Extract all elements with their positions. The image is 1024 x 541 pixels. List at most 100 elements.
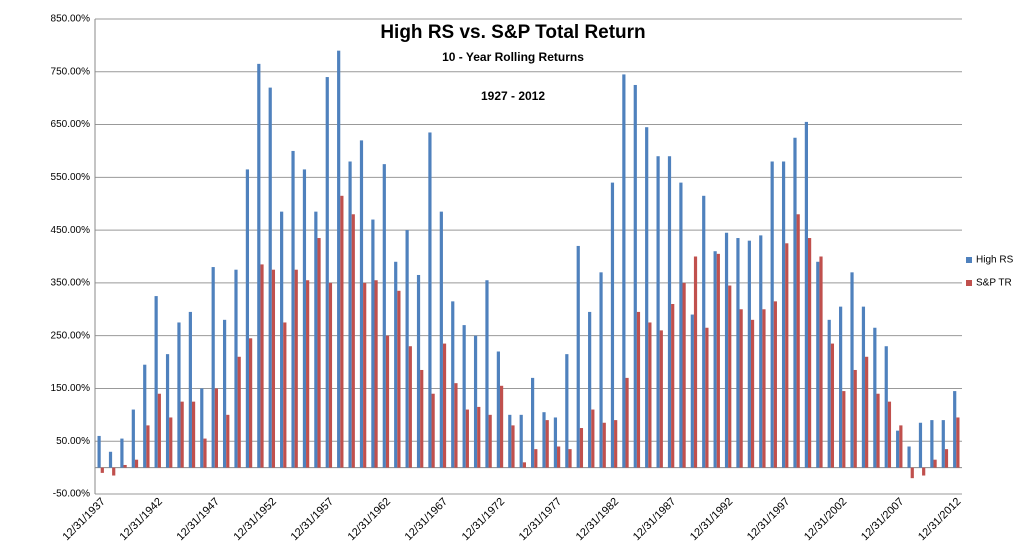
bar xyxy=(200,388,204,468)
bar xyxy=(131,409,135,468)
x-tick-label: 12/31/1997 xyxy=(745,496,792,541)
bar xyxy=(325,77,329,468)
chart-title: High RS vs. S&P Total Return xyxy=(380,22,645,43)
bar xyxy=(508,414,512,468)
bar xyxy=(553,417,558,468)
bar xyxy=(770,161,774,468)
bar xyxy=(257,63,261,468)
bar xyxy=(690,314,694,468)
bar xyxy=(280,211,284,468)
bar xyxy=(359,140,364,468)
bar xyxy=(371,219,375,468)
bar xyxy=(154,296,158,468)
bar xyxy=(465,409,469,468)
bar xyxy=(260,264,264,468)
bar xyxy=(222,319,227,468)
bar xyxy=(191,401,196,468)
bar xyxy=(462,325,466,468)
bar xyxy=(705,327,709,468)
bar xyxy=(485,280,489,468)
bar xyxy=(896,430,900,468)
bar xyxy=(439,211,443,468)
bar xyxy=(120,438,124,468)
bar xyxy=(268,87,272,468)
bar xyxy=(622,74,626,468)
y-tick-label: 350.00% xyxy=(51,278,91,289)
bar xyxy=(340,195,344,468)
x-tick-label: 12/31/1942 xyxy=(117,496,164,541)
x-tick-label: 12/31/1962 xyxy=(346,496,393,541)
bar xyxy=(214,388,218,468)
bar xyxy=(899,425,903,468)
y-tick-label: 450.00% xyxy=(51,225,91,236)
x-tick-label: 12/31/1957 xyxy=(289,496,336,541)
y-tick-label: 250.00% xyxy=(51,330,91,341)
bar xyxy=(534,449,538,468)
bar xyxy=(157,393,161,468)
x-tick-label: 12/31/1982 xyxy=(574,496,621,541)
bar xyxy=(839,306,843,468)
bar xyxy=(146,425,150,468)
bar xyxy=(245,169,250,468)
bar xyxy=(180,401,184,468)
bar xyxy=(842,391,846,468)
bar xyxy=(944,449,949,468)
bar xyxy=(112,467,116,476)
bar xyxy=(234,269,238,468)
bar xyxy=(211,267,215,468)
bar xyxy=(314,211,318,468)
x-tick-label: 12/31/2002 xyxy=(802,496,849,541)
bar xyxy=(679,182,683,468)
bar xyxy=(416,274,421,468)
bar xyxy=(656,156,660,468)
bar xyxy=(283,322,287,468)
bar xyxy=(134,459,139,468)
bar xyxy=(636,311,641,468)
bar xyxy=(576,245,580,468)
bar xyxy=(830,343,835,468)
chart-subtitle: 10 - Year Rolling Returns xyxy=(442,50,584,64)
bar xyxy=(648,322,652,468)
bar xyxy=(588,311,592,468)
bar xyxy=(922,467,926,476)
bar xyxy=(599,272,603,468)
x-tick-label: 12/31/2012 xyxy=(916,496,963,541)
bar xyxy=(511,425,515,468)
bar xyxy=(759,235,763,468)
bar xyxy=(108,451,113,468)
bar xyxy=(807,238,812,468)
x-tick-label: 12/31/2007 xyxy=(859,496,906,541)
y-tick-label: 850.00% xyxy=(51,14,91,25)
bar xyxy=(579,428,584,468)
x-tick-label: 12/31/1977 xyxy=(517,496,564,541)
bar xyxy=(671,304,675,468)
bar xyxy=(522,462,526,468)
bar xyxy=(933,459,937,468)
bar xyxy=(237,356,241,468)
bar xyxy=(123,464,127,468)
bar xyxy=(861,306,866,468)
bar xyxy=(473,335,478,468)
bar xyxy=(907,446,911,468)
legend-swatch xyxy=(966,257,972,263)
legend-label: High RS xyxy=(976,255,1014,266)
bar xyxy=(941,420,945,468)
bar xyxy=(716,253,720,468)
bar xyxy=(667,156,672,468)
bar xyxy=(850,272,854,468)
bar xyxy=(451,301,455,468)
x-tick-label: 12/31/1952 xyxy=(232,496,279,541)
bar xyxy=(591,409,595,468)
bar xyxy=(374,280,378,468)
bar xyxy=(750,319,755,468)
bar xyxy=(337,50,341,468)
bar xyxy=(420,369,424,468)
bar xyxy=(557,446,561,468)
bar xyxy=(291,150,295,468)
bar xyxy=(724,232,729,468)
bar xyxy=(659,330,663,468)
bar xyxy=(930,420,934,468)
bar xyxy=(633,84,637,468)
bar xyxy=(773,301,777,468)
bar xyxy=(545,420,549,468)
